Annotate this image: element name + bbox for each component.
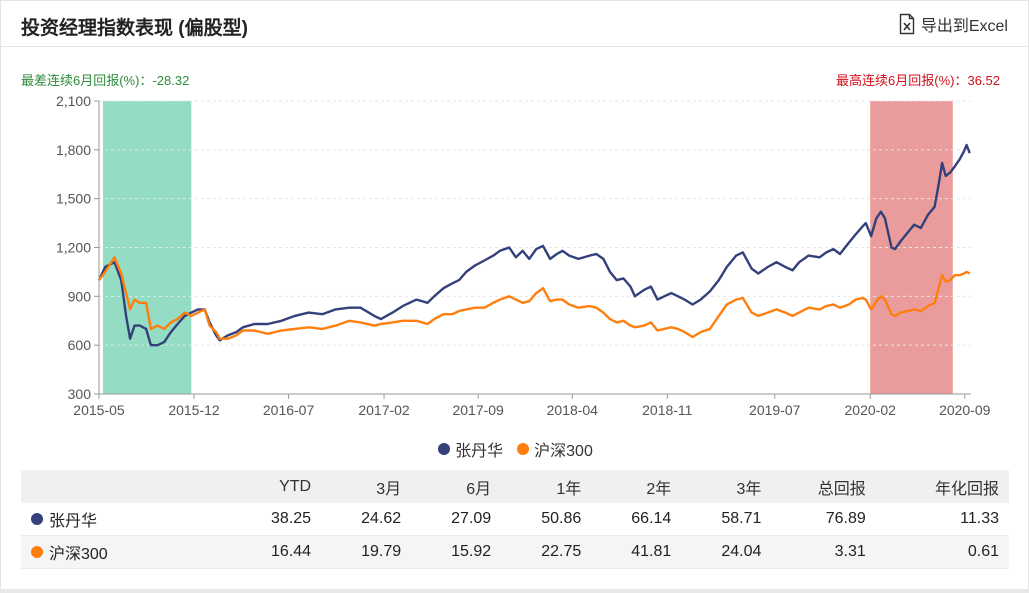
table-header-ytd: YTD [231, 470, 322, 503]
series-dot-manager [31, 513, 43, 525]
x-tick-label: 2019-07 [749, 402, 801, 418]
export-label: 导出到Excel [920, 18, 1008, 35]
cell-3m: 19.79 [321, 535, 412, 569]
table-header-3m: 3月 [321, 470, 412, 503]
chart-legend: 张丹华 沪深300 [1, 437, 1029, 461]
x-tick-label: 2018-04 [547, 402, 599, 418]
cell-3y: 24.04 [681, 535, 772, 569]
x-tick-label: 2018-11 [642, 402, 693, 418]
table-header-total: 总回报 [771, 470, 876, 503]
table-row: 张丹华 38.25 24.62 27.09 50.86 66.14 58.71 … [21, 503, 1009, 536]
bottom-scroll-edge [0, 589, 1029, 593]
y-tick-label: 1,200 [56, 240, 91, 256]
cell-total: 3.31 [771, 535, 876, 569]
row-name-cell: 沪深300 [21, 535, 231, 569]
cell-ytd: 16.44 [231, 535, 322, 569]
cell-3y: 58.71 [681, 503, 772, 536]
cell-3m: 24.62 [321, 503, 412, 536]
series-line-index [98, 256, 971, 340]
y-tick-label: 2,100 [56, 93, 91, 109]
legend-dot-index [517, 443, 530, 455]
cell-6m: 27.09 [411, 503, 502, 536]
x-tick-label: 2017-09 [452, 402, 504, 418]
legend-item-manager[interactable]: 张丹华 [438, 437, 503, 461]
y-tick-label: 900 [68, 288, 92, 304]
x-tick-label: 2015-05 [73, 402, 125, 418]
x-tick-label: 2020-02 [845, 402, 897, 418]
y-tick-label: 1,800 [56, 142, 91, 158]
cell-2y: 66.14 [591, 503, 682, 536]
page-title: 投资经理指数表现 (偏股型) [21, 18, 248, 39]
y-tick-label: 1,500 [56, 191, 91, 207]
table-header-annualized: 年化回报 [875, 470, 1009, 503]
cell-annualized: 0.61 [875, 535, 1009, 569]
table-header-name [21, 470, 231, 503]
row-name: 张丹华 [49, 513, 98, 530]
cell-1y: 50.86 [501, 503, 592, 536]
cell-2y: 41.81 [591, 535, 682, 569]
x-tick-label: 2015-12 [168, 402, 220, 418]
table-header-3y: 3年 [681, 470, 772, 503]
legend-item-index[interactable]: 沪深300 [517, 437, 593, 461]
cell-annualized: 11.33 [875, 503, 1009, 536]
cell-total: 76.89 [771, 503, 876, 536]
cell-6m: 15.92 [411, 535, 502, 569]
cell-ytd: 38.25 [231, 503, 322, 536]
row-name: 沪深300 [49, 546, 108, 563]
performance-line-chart: 300 600 900 1,200 1,500 1,800 2,100 2015-05 2015… [56, 93, 991, 418]
export-excel-button[interactable]: 导出到Excel [899, 12, 1008, 36]
x-tick-label: 2017-02 [358, 402, 410, 418]
best-6m-return: 最高连续6月回报(%)：36.52 [836, 73, 1000, 88]
series-dot-index [31, 546, 43, 558]
worst-6m-return: 最差连续6月回报(%)：-28.32 [21, 73, 190, 88]
table-header-row: YTD 3月 6月 1年 2年 3年 总回报 年化回报 [21, 470, 1009, 503]
x-tick-label: 2016-07 [263, 402, 315, 418]
legend-label-index: 沪深300 [534, 443, 593, 460]
excel-file-icon [899, 13, 915, 35]
x-tick-label: 2020-09 [939, 402, 991, 418]
legend-label-manager: 张丹华 [455, 443, 504, 460]
performance-table: YTD 3月 6月 1年 2年 3年 总回报 年化回报 张丹华 38.25 2 [21, 470, 1009, 569]
row-name-cell: 张丹华 [21, 503, 231, 536]
table-header-6m: 6月 [411, 470, 502, 503]
table-header-2y: 2年 [591, 470, 682, 503]
card-header: 投资经理指数表现 (偏股型) 导出到Excel [1, 1, 1028, 47]
series-line-manager [97, 143, 971, 347]
cell-1y: 22.75 [501, 535, 592, 569]
table-header-1y: 1年 [501, 470, 592, 503]
legend-dot-manager [438, 443, 451, 455]
y-tick-label: 600 [68, 337, 92, 353]
y-tick-label: 300 [68, 386, 92, 402]
table-row: 沪深300 16.44 19.79 15.92 22.75 41.81 24.0… [21, 535, 1009, 569]
